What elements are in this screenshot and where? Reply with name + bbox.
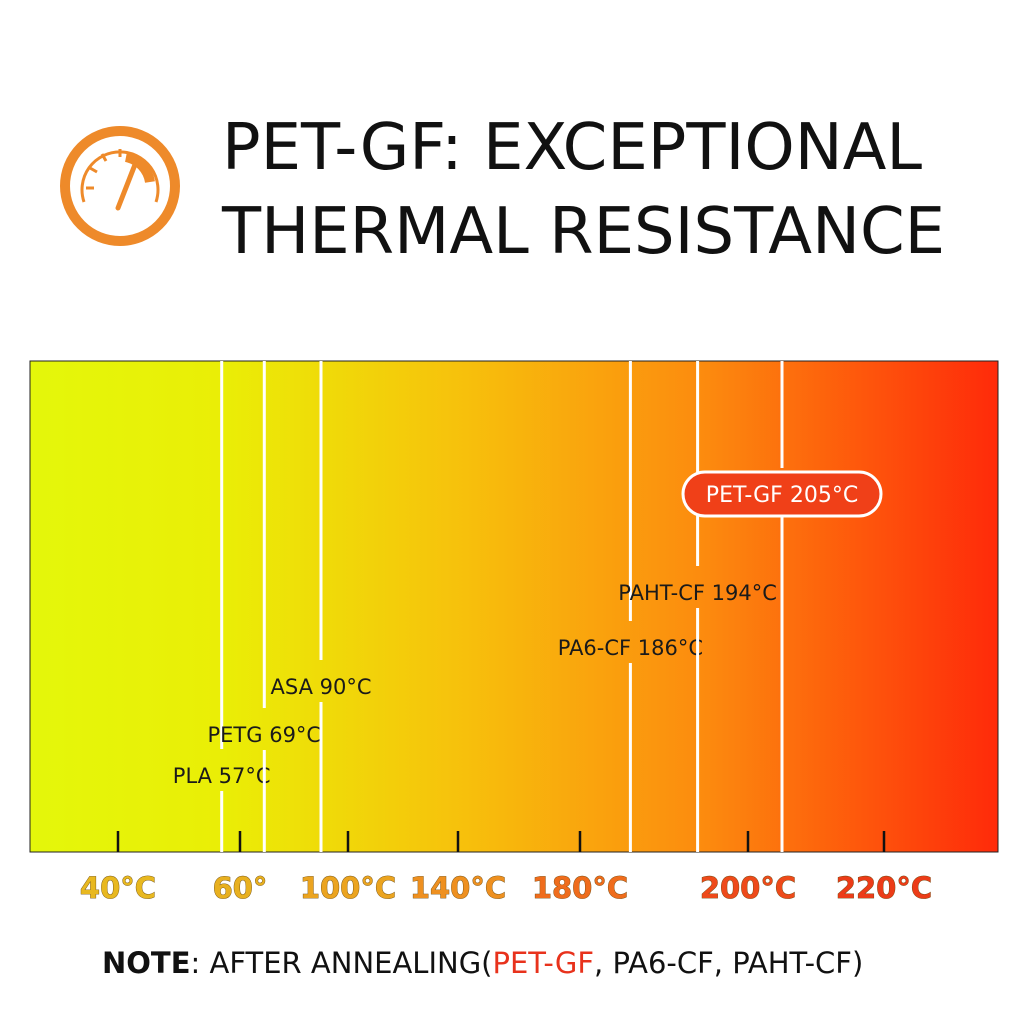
tick-label: 200°C bbox=[700, 871, 796, 905]
series-label-asa: ASA 90°C bbox=[270, 675, 371, 699]
title-line-2: THERMAL RESISTANCE bbox=[222, 195, 946, 269]
tick-label: 140°C bbox=[410, 871, 506, 905]
note-highlight: PET-GF bbox=[492, 946, 595, 980]
highlight-badge: PET-GF 205°C bbox=[681, 470, 883, 518]
note-text-2: , PA6-CF, PAHT-CF) bbox=[594, 946, 864, 980]
title-line-1: PET-GF: EXCEPTIONAL bbox=[222, 111, 923, 185]
page-title: PET-GF: EXCEPTIONAL THERMAL RESISTANCE bbox=[222, 106, 1002, 274]
tick-label: 100°C bbox=[300, 871, 396, 905]
annealing-note: NOTE: AFTER ANNEALING(PET-GF, PA6-CF, PA… bbox=[102, 946, 982, 980]
series-label-petg: PETG 69°C bbox=[208, 723, 322, 747]
tick-label: 180°C bbox=[532, 871, 628, 905]
gauge-icon bbox=[60, 126, 180, 246]
series-label-paht-cf: PAHT-CF 194°C bbox=[618, 581, 777, 605]
series-label-pla: PLA 57°C bbox=[173, 764, 271, 788]
series-label-pet-gf: PET-GF 205°C bbox=[706, 483, 858, 508]
thermal-chart: PLA 57°C PETG 69°C ASA 90°C PA6-CF 186°C PAH… bbox=[29, 360, 999, 905]
tick-label: 60° bbox=[213, 871, 268, 905]
tick-label: 220°C bbox=[836, 871, 932, 905]
tick-label: 40°C bbox=[80, 871, 156, 905]
chart-background bbox=[29, 360, 999, 853]
series-label-pa6-cf: PA6-CF 186°C bbox=[558, 636, 703, 660]
note-text-1: : AFTER ANNEALING( bbox=[190, 946, 493, 980]
note-prefix: NOTE bbox=[102, 946, 191, 980]
